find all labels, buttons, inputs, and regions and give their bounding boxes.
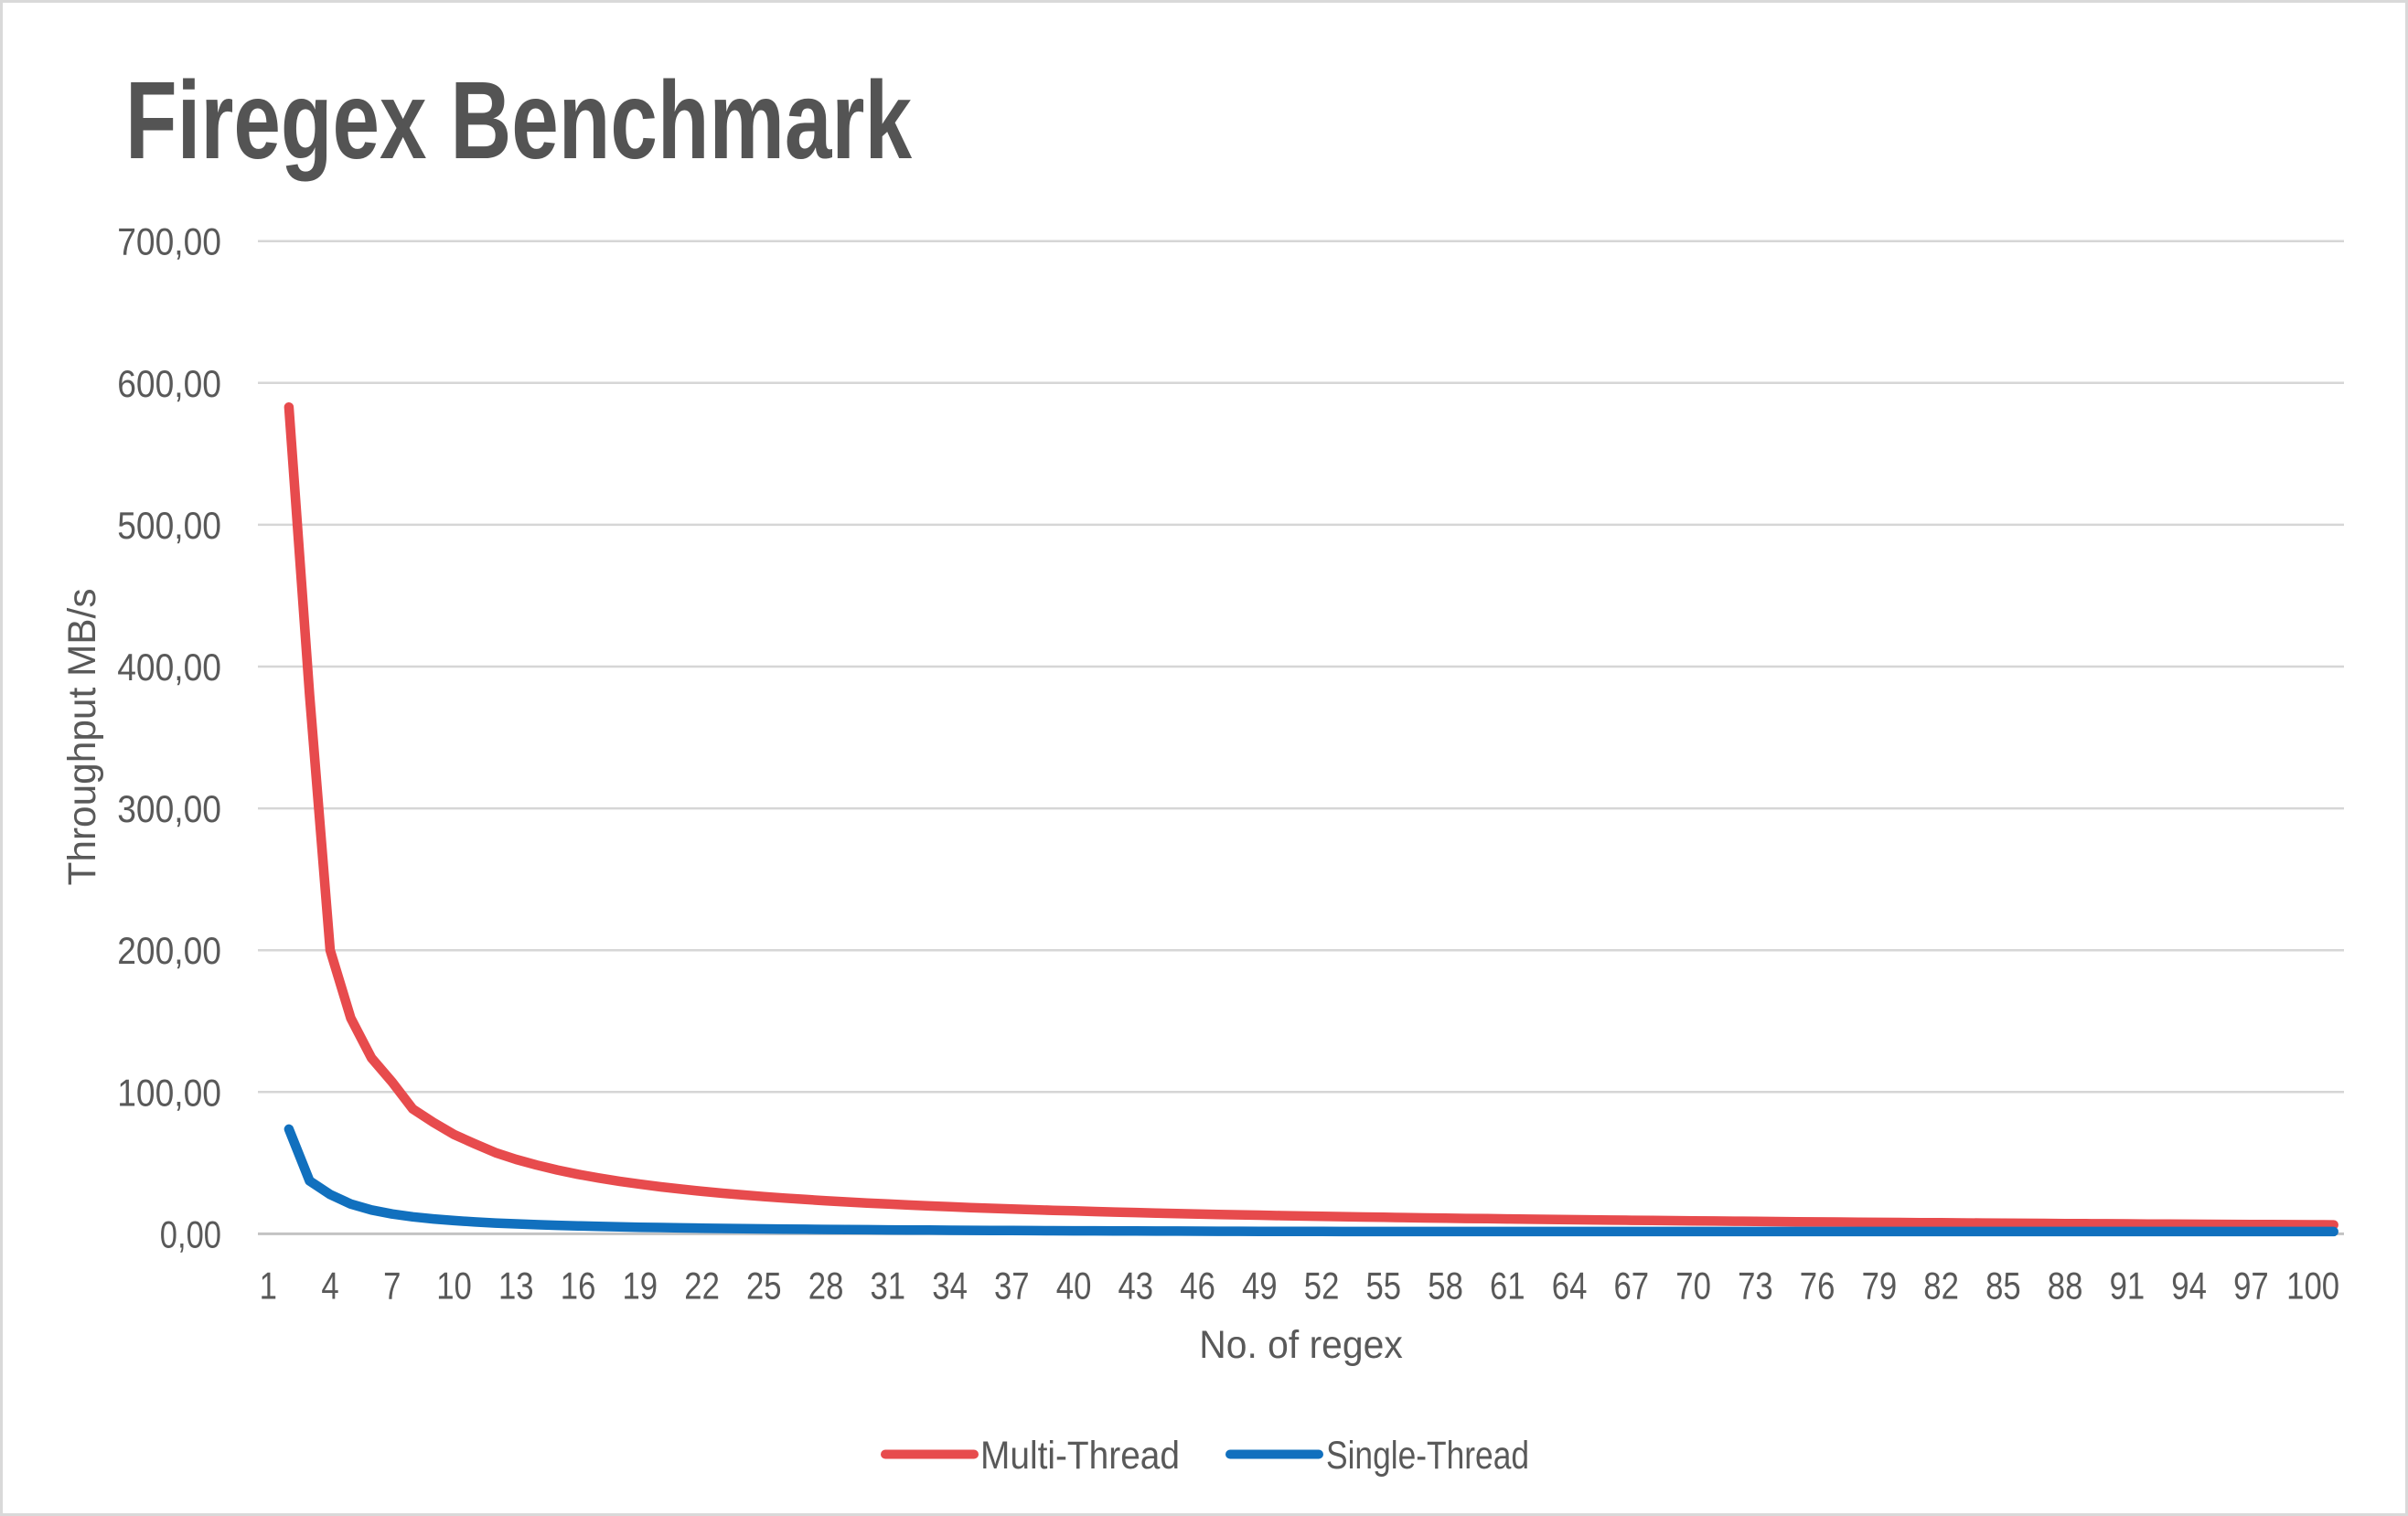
svg-text:31: 31: [871, 1265, 906, 1308]
svg-text:0,00: 0,00: [160, 1212, 221, 1255]
svg-text:700,00: 700,00: [117, 220, 221, 263]
svg-text:25: 25: [746, 1265, 782, 1308]
svg-text:52: 52: [1304, 1265, 1340, 1308]
svg-text:100: 100: [2286, 1265, 2339, 1308]
svg-text:34: 34: [932, 1265, 968, 1308]
svg-text:Single-Thread: Single-Thread: [1326, 1434, 1529, 1478]
svg-text:61: 61: [1490, 1265, 1525, 1308]
svg-text:10: 10: [436, 1265, 472, 1308]
svg-text:73: 73: [1738, 1265, 1773, 1308]
svg-text:500,00: 500,00: [117, 504, 221, 547]
svg-text:40: 40: [1056, 1265, 1092, 1308]
svg-text:Throughput MB/s: Throughput MB/s: [60, 589, 104, 886]
svg-text:88: 88: [2048, 1265, 2083, 1308]
svg-text:43: 43: [1118, 1265, 1154, 1308]
svg-text:400,00: 400,00: [117, 646, 221, 689]
svg-text:13: 13: [498, 1265, 534, 1308]
svg-text:19: 19: [623, 1265, 658, 1308]
svg-text:600,00: 600,00: [117, 362, 221, 405]
svg-text:49: 49: [1242, 1265, 1278, 1308]
svg-text:76: 76: [1800, 1265, 1835, 1308]
svg-text:82: 82: [1923, 1265, 1959, 1308]
svg-text:94: 94: [2171, 1265, 2207, 1308]
svg-text:70: 70: [1675, 1265, 1711, 1308]
svg-text:46: 46: [1180, 1265, 1215, 1308]
svg-text:Multi-Thread: Multi-Thread: [980, 1434, 1180, 1478]
svg-text:55: 55: [1366, 1265, 1402, 1308]
svg-text:100,00: 100,00: [117, 1071, 221, 1114]
svg-text:85: 85: [1985, 1265, 2021, 1308]
svg-text:300,00: 300,00: [117, 787, 221, 830]
svg-text:Firegex Benchmark: Firegex Benchmark: [125, 58, 913, 182]
svg-text:28: 28: [808, 1265, 844, 1308]
svg-text:200,00: 200,00: [117, 929, 221, 972]
svg-text:64: 64: [1552, 1265, 1588, 1308]
svg-text:No. of regex: No. of regex: [1199, 1323, 1403, 1367]
svg-text:4: 4: [321, 1265, 338, 1308]
svg-text:67: 67: [1614, 1265, 1650, 1308]
svg-text:58: 58: [1428, 1265, 1463, 1308]
svg-text:91: 91: [2110, 1265, 2146, 1308]
svg-text:16: 16: [561, 1265, 596, 1308]
svg-text:97: 97: [2233, 1265, 2269, 1308]
svg-text:7: 7: [383, 1265, 401, 1308]
svg-text:1: 1: [260, 1265, 277, 1308]
svg-text:22: 22: [684, 1265, 720, 1308]
svg-text:79: 79: [1862, 1265, 1898, 1308]
svg-text:37: 37: [994, 1265, 1030, 1308]
